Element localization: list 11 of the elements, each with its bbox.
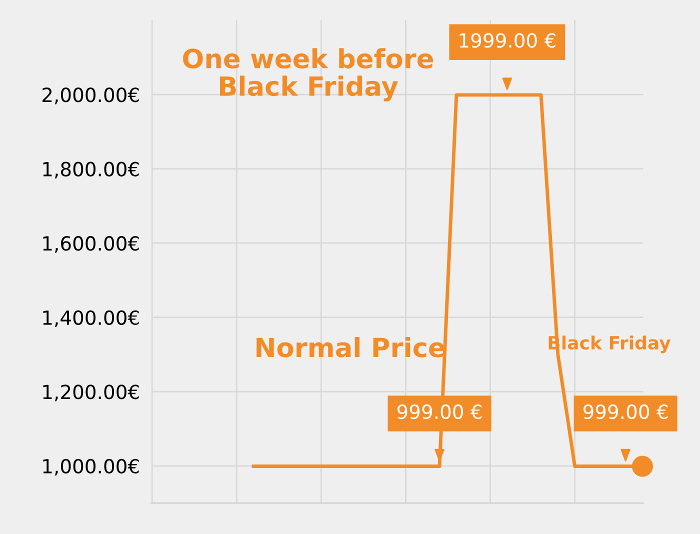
y-tick-label: 2,000.00€ [42,88,139,104]
data-label: 999.00 € [583,404,668,420]
y-tick-label: 1,000.00€ [43,458,139,476]
y-tick-label: 1,400.00€ [43,310,139,328]
y-tick-label: 1,800.00€ [43,162,139,178]
data-label: 1999.00 € [460,33,556,48]
y-tick-label: 1,200.00€ [43,384,139,402]
y-tick-label: 1,600.00€ [43,236,139,253]
data-label: 999.00 € [397,404,482,420]
annotation: One week before Black Friday [183,48,433,102]
annotation: Normal Price [256,337,445,358]
